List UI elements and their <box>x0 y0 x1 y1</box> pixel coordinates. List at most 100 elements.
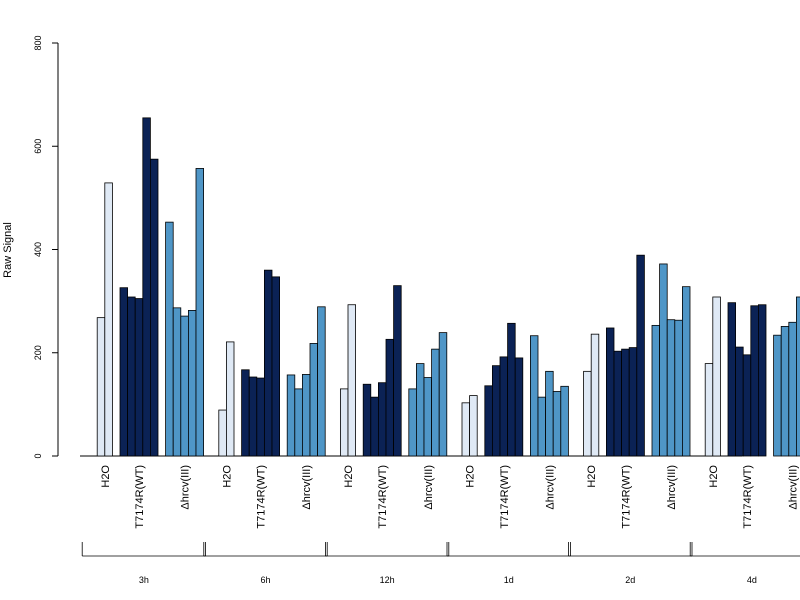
bar <box>469 395 478 457</box>
bar <box>309 343 318 457</box>
condition-label: Δhrcv(III) <box>788 465 800 510</box>
bar <box>180 315 189 457</box>
time-label: 1d <box>504 575 514 585</box>
bar <box>507 322 516 457</box>
time-brackets: 3h6h12h1d2d4d6d <box>81 542 800 585</box>
bar <box>431 348 440 457</box>
condition-label: H2O <box>221 465 233 488</box>
condition-label: H2O <box>708 465 720 488</box>
condition-label: Δhrcv(III) <box>180 465 192 510</box>
bar <box>583 370 592 457</box>
bar <box>263 269 273 457</box>
bar <box>651 324 660 457</box>
bar <box>545 370 554 457</box>
bar <box>393 285 402 457</box>
bar <box>560 385 569 457</box>
bar <box>195 168 204 457</box>
bar <box>218 409 227 457</box>
condition-label: T7174R(WT) <box>499 465 511 529</box>
bar <box>165 221 174 457</box>
condition-label: H2O <box>465 465 477 488</box>
bar <box>606 327 615 457</box>
bar <box>514 357 524 457</box>
bar <box>256 377 265 457</box>
bar <box>149 158 159 457</box>
bar <box>674 319 683 457</box>
bar <box>96 317 106 457</box>
bar <box>682 286 691 457</box>
bar <box>408 388 417 457</box>
bar <box>172 307 182 457</box>
bar <box>225 341 235 457</box>
bar <box>423 377 432 457</box>
condition-label: Δhrcv(III) <box>544 465 556 510</box>
bar <box>780 326 790 457</box>
y-tick-label: 800 <box>33 35 43 50</box>
bar <box>241 369 250 457</box>
bar <box>385 338 394 457</box>
bar <box>750 305 759 457</box>
bar <box>613 350 622 457</box>
condition-label: H2O <box>100 465 112 488</box>
bar <box>666 319 676 457</box>
bar <box>271 276 280 457</box>
condition-label: Δhrcv(III) <box>666 465 678 510</box>
bar <box>621 348 630 457</box>
bar <box>119 287 128 457</box>
bar <box>788 321 797 457</box>
bar <box>742 354 752 457</box>
bar <box>461 402 470 457</box>
condition-label: T7174R(WT) <box>742 465 754 529</box>
y-tick-label: 400 <box>33 242 43 257</box>
bar <box>370 396 379 457</box>
bar <box>636 254 645 457</box>
bar <box>377 382 387 457</box>
condition-label: T7174R(WT) <box>256 465 268 529</box>
bar <box>491 365 501 457</box>
condition-label: T7174R(WT) <box>377 465 389 529</box>
bar <box>704 363 714 457</box>
y-tick-label: 0 <box>33 453 43 458</box>
y-axis-title: Raw Signal <box>2 222 14 278</box>
bar <box>187 310 197 457</box>
condition-label: Δhrcv(III) <box>301 465 313 510</box>
bar <box>628 347 638 457</box>
time-label: 3h <box>139 575 149 585</box>
bar <box>590 333 600 457</box>
bar <box>127 296 136 457</box>
bar <box>438 332 448 457</box>
bar <box>142 117 151 457</box>
time-label: 2d <box>625 575 635 585</box>
bar <box>286 374 296 457</box>
condition-labels: H2O T7174R(WT) Δhrcv(III) H2O T7174R(WT) Δhrc… <box>100 465 800 529</box>
time-label: 6h <box>260 575 270 585</box>
time-label: 12h <box>380 575 395 585</box>
condition-label: T7174R(WT) <box>620 465 632 529</box>
bar <box>727 302 736 457</box>
bar <box>796 296 800 457</box>
condition-label: T7174R(WT) <box>134 465 146 529</box>
bar <box>552 391 562 457</box>
bar <box>294 388 303 457</box>
bar <box>415 363 425 457</box>
bar <box>773 334 782 457</box>
bar <box>712 296 721 457</box>
time-label: 4d <box>747 575 757 585</box>
condition-label: H2O <box>343 465 355 488</box>
bar <box>537 396 546 457</box>
bar <box>758 304 767 457</box>
bar <box>104 182 113 457</box>
bar <box>248 376 258 457</box>
bar <box>735 346 744 457</box>
bar <box>347 304 356 457</box>
y-tick-label: 200 <box>33 345 43 360</box>
bar <box>530 335 539 457</box>
bar <box>301 374 311 457</box>
bar <box>484 385 493 457</box>
bar <box>317 306 326 457</box>
bar <box>339 388 349 457</box>
y-axis: 0 200 400 600 800 <box>33 35 59 459</box>
condition-label: H2O <box>586 465 598 488</box>
bar <box>499 356 508 457</box>
